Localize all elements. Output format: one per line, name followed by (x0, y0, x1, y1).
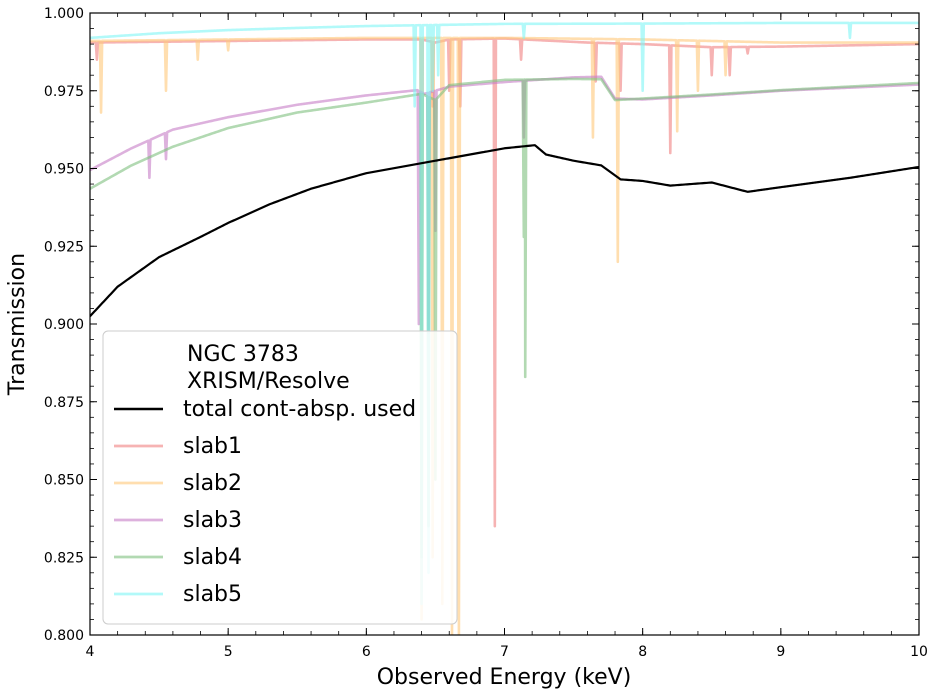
y-tick-label: 0.925 (44, 239, 84, 255)
y-tick-label: 0.900 (44, 317, 84, 333)
y-tick-label: 0.875 (44, 395, 84, 411)
x-tick-label: 5 (224, 644, 233, 660)
legend-label: slab2 (183, 471, 242, 496)
series-line-slab3 (90, 75, 919, 335)
legend-label: slab3 (183, 508, 242, 533)
y-tick-label: 0.850 (44, 473, 84, 489)
x-tick-label: 7 (500, 644, 509, 660)
y-axis-label: Transmission (5, 253, 30, 396)
legend-entries: total cont-absp. used slab1 slab2 slab3 slab… (114, 397, 416, 607)
legend-label: slab5 (183, 582, 242, 607)
y-tick-label: 0.825 (44, 550, 84, 566)
x-axis-label: Observed Energy (keV) (377, 665, 632, 690)
y-tick-label: 0.800 (44, 628, 84, 644)
y-tick-label: 0.975 (44, 84, 84, 100)
series-line-slab2 (90, 36, 919, 635)
x-tick-label: 10 (910, 644, 928, 660)
x-tick-label: 8 (638, 644, 647, 660)
legend-box (102, 330, 458, 625)
legend-label: slab1 (183, 434, 242, 459)
x-tick-label: 9 (776, 644, 785, 660)
y-tick-label: 1.000 (44, 6, 84, 22)
legend-title-line-1: NGC 3783 (187, 342, 299, 367)
legend: NGC 3783 XRISM/Resolve total cont-absp. … (102, 330, 458, 625)
x-tick-label: 4 (86, 644, 95, 660)
legend-label: slab4 (183, 545, 242, 570)
x-tick-label: 6 (362, 644, 371, 660)
axis-ticks (89, 12, 920, 636)
legend-label: total cont-absp. used (183, 397, 416, 422)
series-line-total (90, 144, 919, 317)
series-line-slab4 (90, 77, 919, 559)
y-tick-label: 0.950 (44, 162, 84, 178)
series-line-slab5 (90, 21, 919, 606)
series-layer (90, 21, 919, 635)
axis-tick-labels: 4 5 6 7 8 9 10 0.800 0.825 0.850 0.875 0.900 0.925 0.… (44, 6, 928, 660)
legend-title-line-2: XRISM/Resolve (187, 369, 350, 394)
